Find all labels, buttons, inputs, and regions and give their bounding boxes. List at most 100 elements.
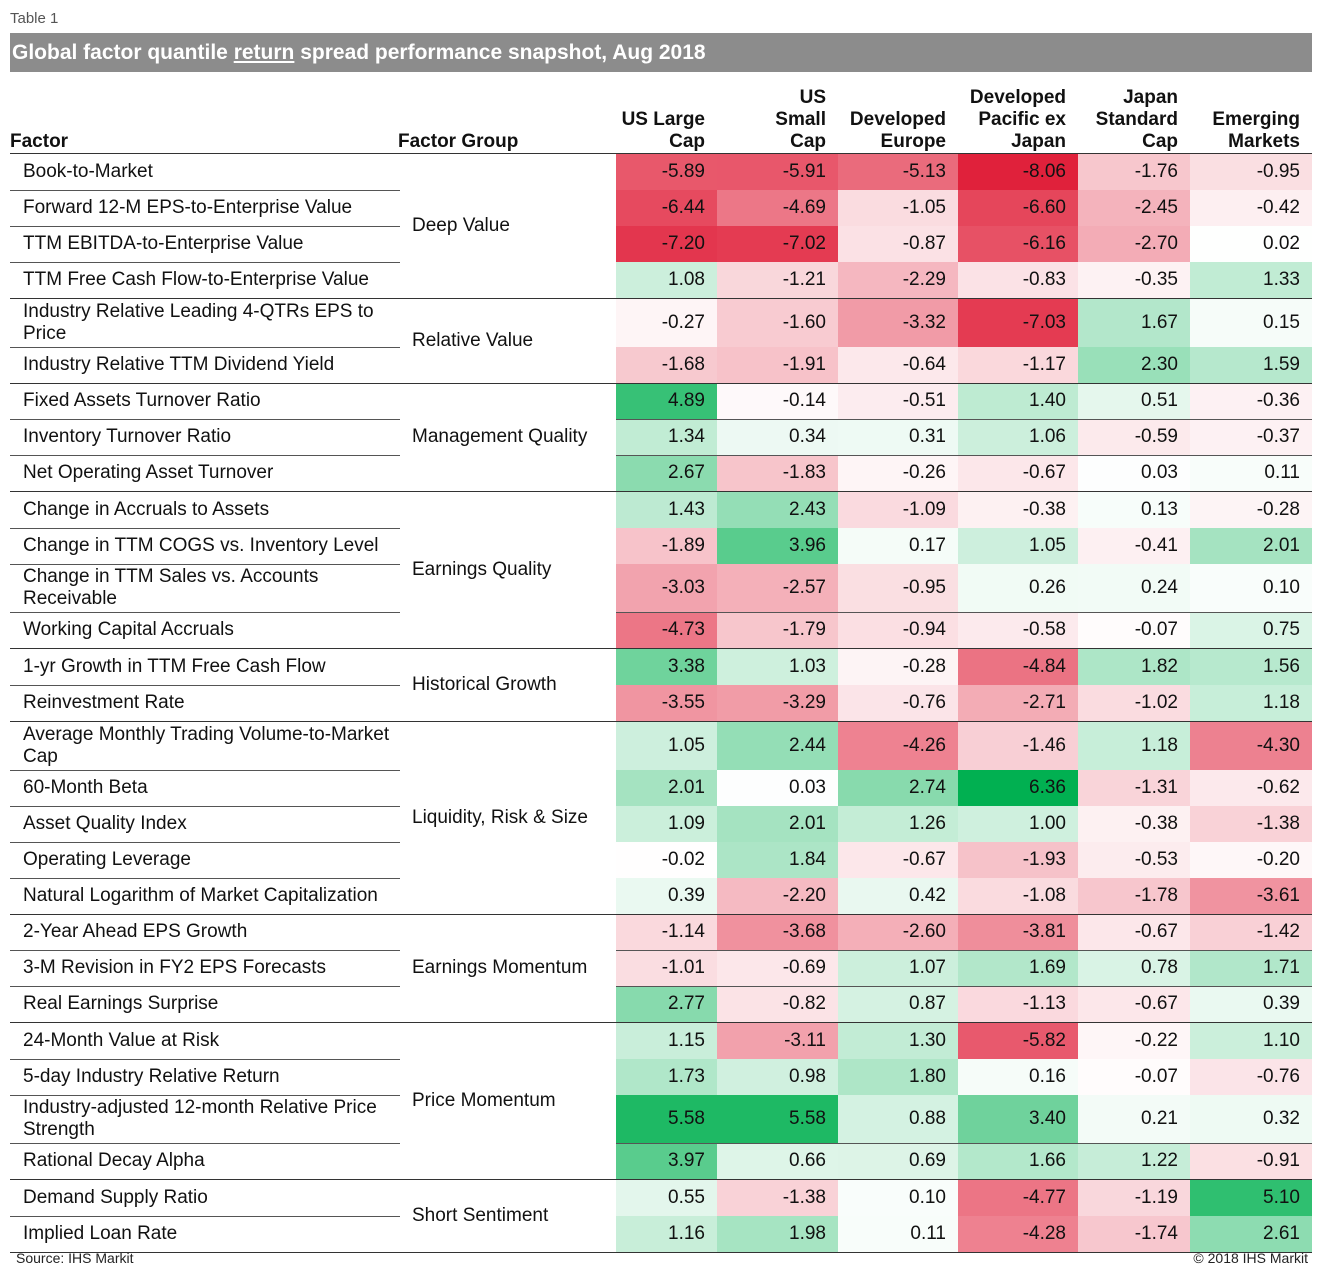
value-cell: -0.14 [717,383,838,419]
column-header-line: Markets [1228,131,1300,152]
copyright-note: © 2018 IHS Markit [1193,1250,1308,1266]
value-cell: -0.76 [838,685,958,721]
value-cell: -1.78 [1078,878,1190,914]
value-cell: -0.58 [958,612,1078,648]
group-divider [10,913,1312,915]
value-cell: 0.03 [1078,455,1190,491]
factor-name: Real Earnings Surprise [23,993,219,1015]
column-header-line: Standard [1095,109,1178,130]
factor-name: Change in TTM Sales vs. Accounts Receiva… [23,566,319,609]
value-cell: 0.24 [1078,564,1190,612]
row-divider [10,986,400,987]
value-cell: -0.69 [717,950,838,986]
factor-group-label: Liquidity, Risk & Size [412,806,588,828]
value-cell: -1.14 [616,914,717,950]
title-post: spread performance snapshot, Aug 2018 [294,41,706,64]
value-cell: 2.43 [717,492,838,528]
value-cell: 0.39 [1190,986,1312,1022]
value-cell: 1.34 [616,419,717,455]
value-cell: -1.38 [1190,806,1312,842]
title-underlined-word: return [233,41,295,64]
value-cell: -0.94 [838,612,958,648]
value-cell: 2.30 [1078,347,1190,383]
value-cell: 1.26 [838,806,958,842]
row-divider [10,346,400,348]
row-divider [10,419,400,420]
factor-name: Asset Quality Index [23,812,187,834]
value-cell: 0.26 [958,564,1078,612]
value-cell: -4.69 [717,190,838,226]
row-divider [10,189,400,191]
value-cell: -5.82 [958,1023,1078,1059]
value-cell: -1.68 [616,347,717,383]
factor-name: Reinvestment Rate [23,691,185,713]
group-divider [10,297,1312,299]
column-header-line: Europe [880,131,946,152]
header-factor: Factor [10,131,69,152]
value-cell: -4.30 [1190,721,1312,770]
row-divider [10,950,400,951]
value-cell: 0.02 [1190,226,1312,262]
value-cell: 5.10 [1190,1180,1312,1216]
value-cell: -1.38 [717,1180,838,1216]
factor-name: Change in TTM COGS vs. Inventory Level [23,534,379,556]
factor-name: Forward 12-M EPS-to-Enterprise Value [23,196,353,218]
factor-name: Industry-adjusted 12-month Relative Pric… [23,1097,377,1140]
value-cell: -0.91 [1190,1143,1312,1179]
value-cell: -0.82 [717,986,838,1022]
value-cell: -1.13 [958,986,1078,1022]
value-cell: -0.95 [838,564,958,612]
title-pre: Global factor quantile [12,41,234,64]
value-cell: -0.64 [838,347,958,383]
value-cell: 0.13 [1078,492,1190,528]
column-header-line: Japan [1123,87,1178,108]
value-cell: -0.41 [1078,528,1190,564]
value-cell: 0.34 [717,419,838,455]
value-cell: 0.69 [838,1143,958,1179]
value-cell: 1.40 [958,383,1078,419]
column-header-line: US [799,87,826,108]
table-label: Table 1 [10,10,59,27]
value-cell: 1.69 [958,950,1078,986]
value-cell: -4.84 [958,649,1078,685]
value-cell: -1.89 [616,528,717,564]
value-cell: 3.38 [616,649,717,685]
value-cell: -8.06 [958,154,1078,190]
value-cell: -0.51 [838,383,958,419]
value-cell: -2.60 [838,914,958,950]
value-cell: 2.01 [717,806,838,842]
value-cell: 1.59 [1190,347,1312,383]
value-cell: 1.03 [717,649,838,685]
row-divider [10,261,400,263]
value-cell: -1.46 [958,721,1078,770]
value-cell: 6.36 [958,770,1078,806]
factor-name: 60-Month Beta [23,776,148,798]
value-cell: -4.26 [838,721,958,770]
row-divider [10,563,400,565]
value-cell: 0.39 [616,878,717,914]
value-cell: 1.18 [1190,685,1312,721]
value-cell: 0.98 [717,1059,838,1095]
header-rule [10,153,1312,154]
value-cell: 1.67 [1078,298,1190,347]
source-note: Source: IHS Markit [16,1250,134,1266]
value-cell: 1.73 [616,1059,717,1095]
value-cell: -0.67 [1078,914,1190,950]
factor-group-label: Earnings Quality [412,559,552,580]
value-cell: -1.02 [1078,685,1190,721]
value-cell: -0.36 [1190,383,1312,419]
value-cell: 0.66 [717,1143,838,1179]
value-cell: 5.58 [717,1095,838,1143]
value-cell: -0.38 [958,492,1078,528]
value-cell: 1.07 [838,950,958,986]
value-cell: 1.84 [717,842,838,878]
value-cell: 1.09 [616,806,717,842]
value-cell: -0.27 [616,298,717,347]
value-cell: -3.32 [838,298,958,347]
factor-name: Implied Loan Rate [23,1222,178,1244]
row-divider [10,1215,400,1217]
value-cell: -1.05 [838,190,958,226]
value-cell: -0.35 [1078,262,1190,298]
value-cell: -1.42 [1190,914,1312,950]
factor-name: 3-M Revision in FY2 EPS Forecasts [23,957,327,979]
